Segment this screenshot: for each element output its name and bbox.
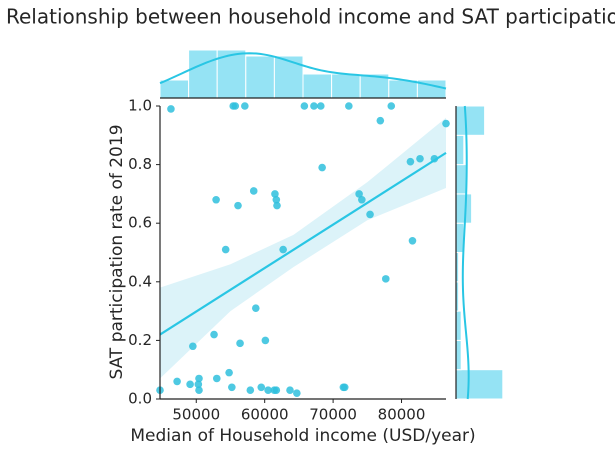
y-tick-label: 0.6 — [128, 214, 152, 232]
data-point — [366, 210, 374, 219]
data-point — [273, 201, 281, 210]
data-point — [310, 102, 318, 110]
data-point — [186, 380, 194, 389]
data-point — [316, 102, 325, 110]
data-point — [236, 339, 244, 348]
x-axis-label: Median of Household income (USD/year) — [130, 426, 475, 446]
top-hist-bar — [388, 79, 418, 99]
data-point — [376, 116, 385, 125]
data-point — [195, 386, 203, 395]
data-point — [212, 195, 220, 204]
data-point — [173, 377, 181, 386]
y-tick-label: 0.2 — [128, 331, 152, 349]
x-tick-label: 50000 — [172, 406, 220, 424]
data-point — [249, 187, 258, 195]
data-point — [387, 102, 396, 110]
y-tick-label: 1.0 — [128, 97, 152, 115]
data-point — [406, 157, 415, 166]
data-point — [221, 245, 230, 254]
data-point — [241, 102, 249, 110]
data-point — [345, 102, 353, 110]
data-point — [251, 304, 260, 312]
chart-title: Relationship between household income an… — [6, 5, 615, 29]
data-point — [234, 201, 242, 210]
data-point — [271, 190, 279, 198]
right-hist-bar — [455, 193, 473, 224]
data-point — [355, 190, 363, 198]
y-tick-label: 0.8 — [128, 155, 152, 173]
data-point — [212, 374, 221, 383]
regression-line — [159, 151, 447, 336]
top-hist-bar — [245, 55, 275, 99]
top-hist-bar — [302, 73, 333, 99]
data-point — [272, 386, 281, 395]
right-hist-bar — [455, 164, 467, 195]
right-hist-bar — [455, 105, 486, 136]
data-point — [189, 342, 197, 351]
data-point — [293, 389, 301, 397]
data-point — [408, 236, 417, 245]
data-point — [442, 119, 450, 128]
data-point — [279, 245, 287, 254]
data-point — [286, 386, 294, 395]
data-point — [195, 374, 203, 383]
data-point — [228, 383, 236, 392]
top-hist-bar — [273, 55, 304, 99]
x-tick-label: 80000 — [378, 406, 426, 424]
data-point — [246, 386, 255, 395]
y-tick-label: 0.4 — [128, 272, 152, 290]
top-hist-bar — [188, 49, 218, 99]
data-point — [194, 380, 203, 389]
data-point — [358, 195, 366, 204]
x-tick-label: 60000 — [241, 406, 289, 424]
data-point — [264, 386, 272, 395]
data-point — [381, 275, 390, 283]
y-tick-label: 0.0 — [128, 390, 152, 408]
top-hist-bar — [331, 73, 361, 99]
confidence-band — [160, 117, 446, 379]
data-point — [416, 154, 424, 163]
data-point — [261, 336, 270, 345]
top-kde — [159, 52, 447, 90]
data-point — [257, 383, 266, 392]
right-hist-bar — [455, 134, 465, 166]
data-point — [225, 368, 233, 377]
right-hist-bar — [455, 369, 504, 400]
data-point — [272, 195, 281, 204]
right-hist-bar — [455, 310, 462, 341]
data-point — [210, 330, 218, 339]
data-point — [340, 383, 349, 392]
y-axis-label: SAT participation rate of 2019 — [107, 124, 127, 379]
data-point — [318, 163, 326, 172]
right-kde — [461, 105, 470, 400]
x-tick-label: 70000 — [309, 406, 357, 424]
data-point — [300, 102, 309, 110]
right-hist-bar — [455, 339, 462, 371]
top-hist-bar — [159, 79, 190, 99]
data-point — [231, 102, 240, 110]
data-point — [167, 105, 175, 113]
